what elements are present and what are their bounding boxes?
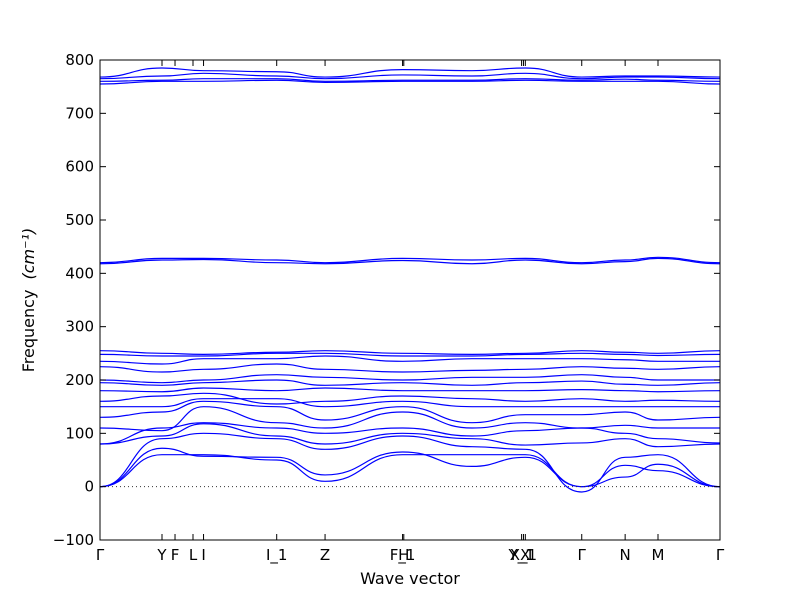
band-line-1	[99, 447, 721, 488]
band-line-22	[99, 67, 721, 78]
x-tick-label: H	[398, 546, 409, 564]
y-tick-label: 800	[65, 51, 94, 69]
band-line-7	[99, 400, 721, 424]
y-axis-label: Frequency (cm⁻¹)	[19, 228, 38, 372]
band-line-15	[99, 352, 721, 357]
y-tick-label: 500	[65, 211, 94, 229]
x-tick-label: Y	[156, 546, 167, 564]
y-tick-label: 0	[84, 478, 94, 496]
x-tick-label: Y_1	[507, 546, 534, 565]
band-line-10	[99, 387, 721, 393]
x-tick-label: L	[189, 546, 198, 564]
band-line-20	[99, 78, 721, 82]
y-tick-label: 100	[65, 424, 94, 442]
x-axis-label: Wave vector	[360, 569, 460, 588]
band-line-5	[99, 422, 721, 445]
y-tick-label: −100	[53, 531, 94, 549]
x-tick-label: N	[620, 546, 631, 564]
y-tick-label: 700	[65, 104, 94, 122]
band-line-12	[99, 374, 720, 384]
band-line-21	[99, 72, 721, 80]
y-tick-label: 600	[65, 158, 94, 176]
x-tick-label: I	[201, 546, 205, 564]
band-line-16	[99, 350, 721, 356]
x-tick-label: Γ	[96, 546, 105, 564]
band-line-9	[99, 392, 721, 405]
y-tick-label: 300	[65, 318, 94, 336]
x-tick-label: F	[171, 546, 180, 564]
x-tick-label: Γ	[578, 546, 587, 564]
x-tick-label: X	[520, 546, 530, 564]
x-tick-label: I_1	[266, 546, 287, 565]
band-line-14	[99, 355, 720, 365]
x-axis-ticks: Γ Y F L I I_1 Z F_1H Y_1X_1X Γ N M Γ	[96, 60, 725, 565]
x-tick-label: Z	[320, 546, 330, 564]
band-line-11	[99, 379, 721, 386]
band-line-13	[99, 363, 721, 373]
x-tick-label: M	[652, 546, 665, 564]
band-line-4	[99, 423, 721, 448]
y-axis-label-unit: (cm⁻¹)	[19, 228, 38, 280]
y-tick-label: 200	[65, 371, 94, 389]
band-line-3	[99, 432, 721, 493]
y-tick-label: 400	[65, 264, 94, 282]
band-line-18	[99, 256, 721, 264]
band-line-6	[99, 406, 720, 432]
band-line-2	[99, 454, 721, 488]
band-line-17	[99, 257, 721, 265]
y-axis-label-text: Frequency	[19, 290, 38, 373]
band-line-19	[99, 79, 721, 85]
x-tick-label: X_1	[510, 546, 537, 565]
x-tick-label: F_1	[390, 546, 416, 565]
series-layer	[99, 67, 721, 493]
plot-frame	[99, 59, 721, 541]
y-axis-ticks: −100 0 100 200 300 400 500 600 700 800	[53, 51, 720, 549]
x-tick-label: Γ	[716, 546, 725, 564]
band-line-8	[100, 398, 720, 408]
